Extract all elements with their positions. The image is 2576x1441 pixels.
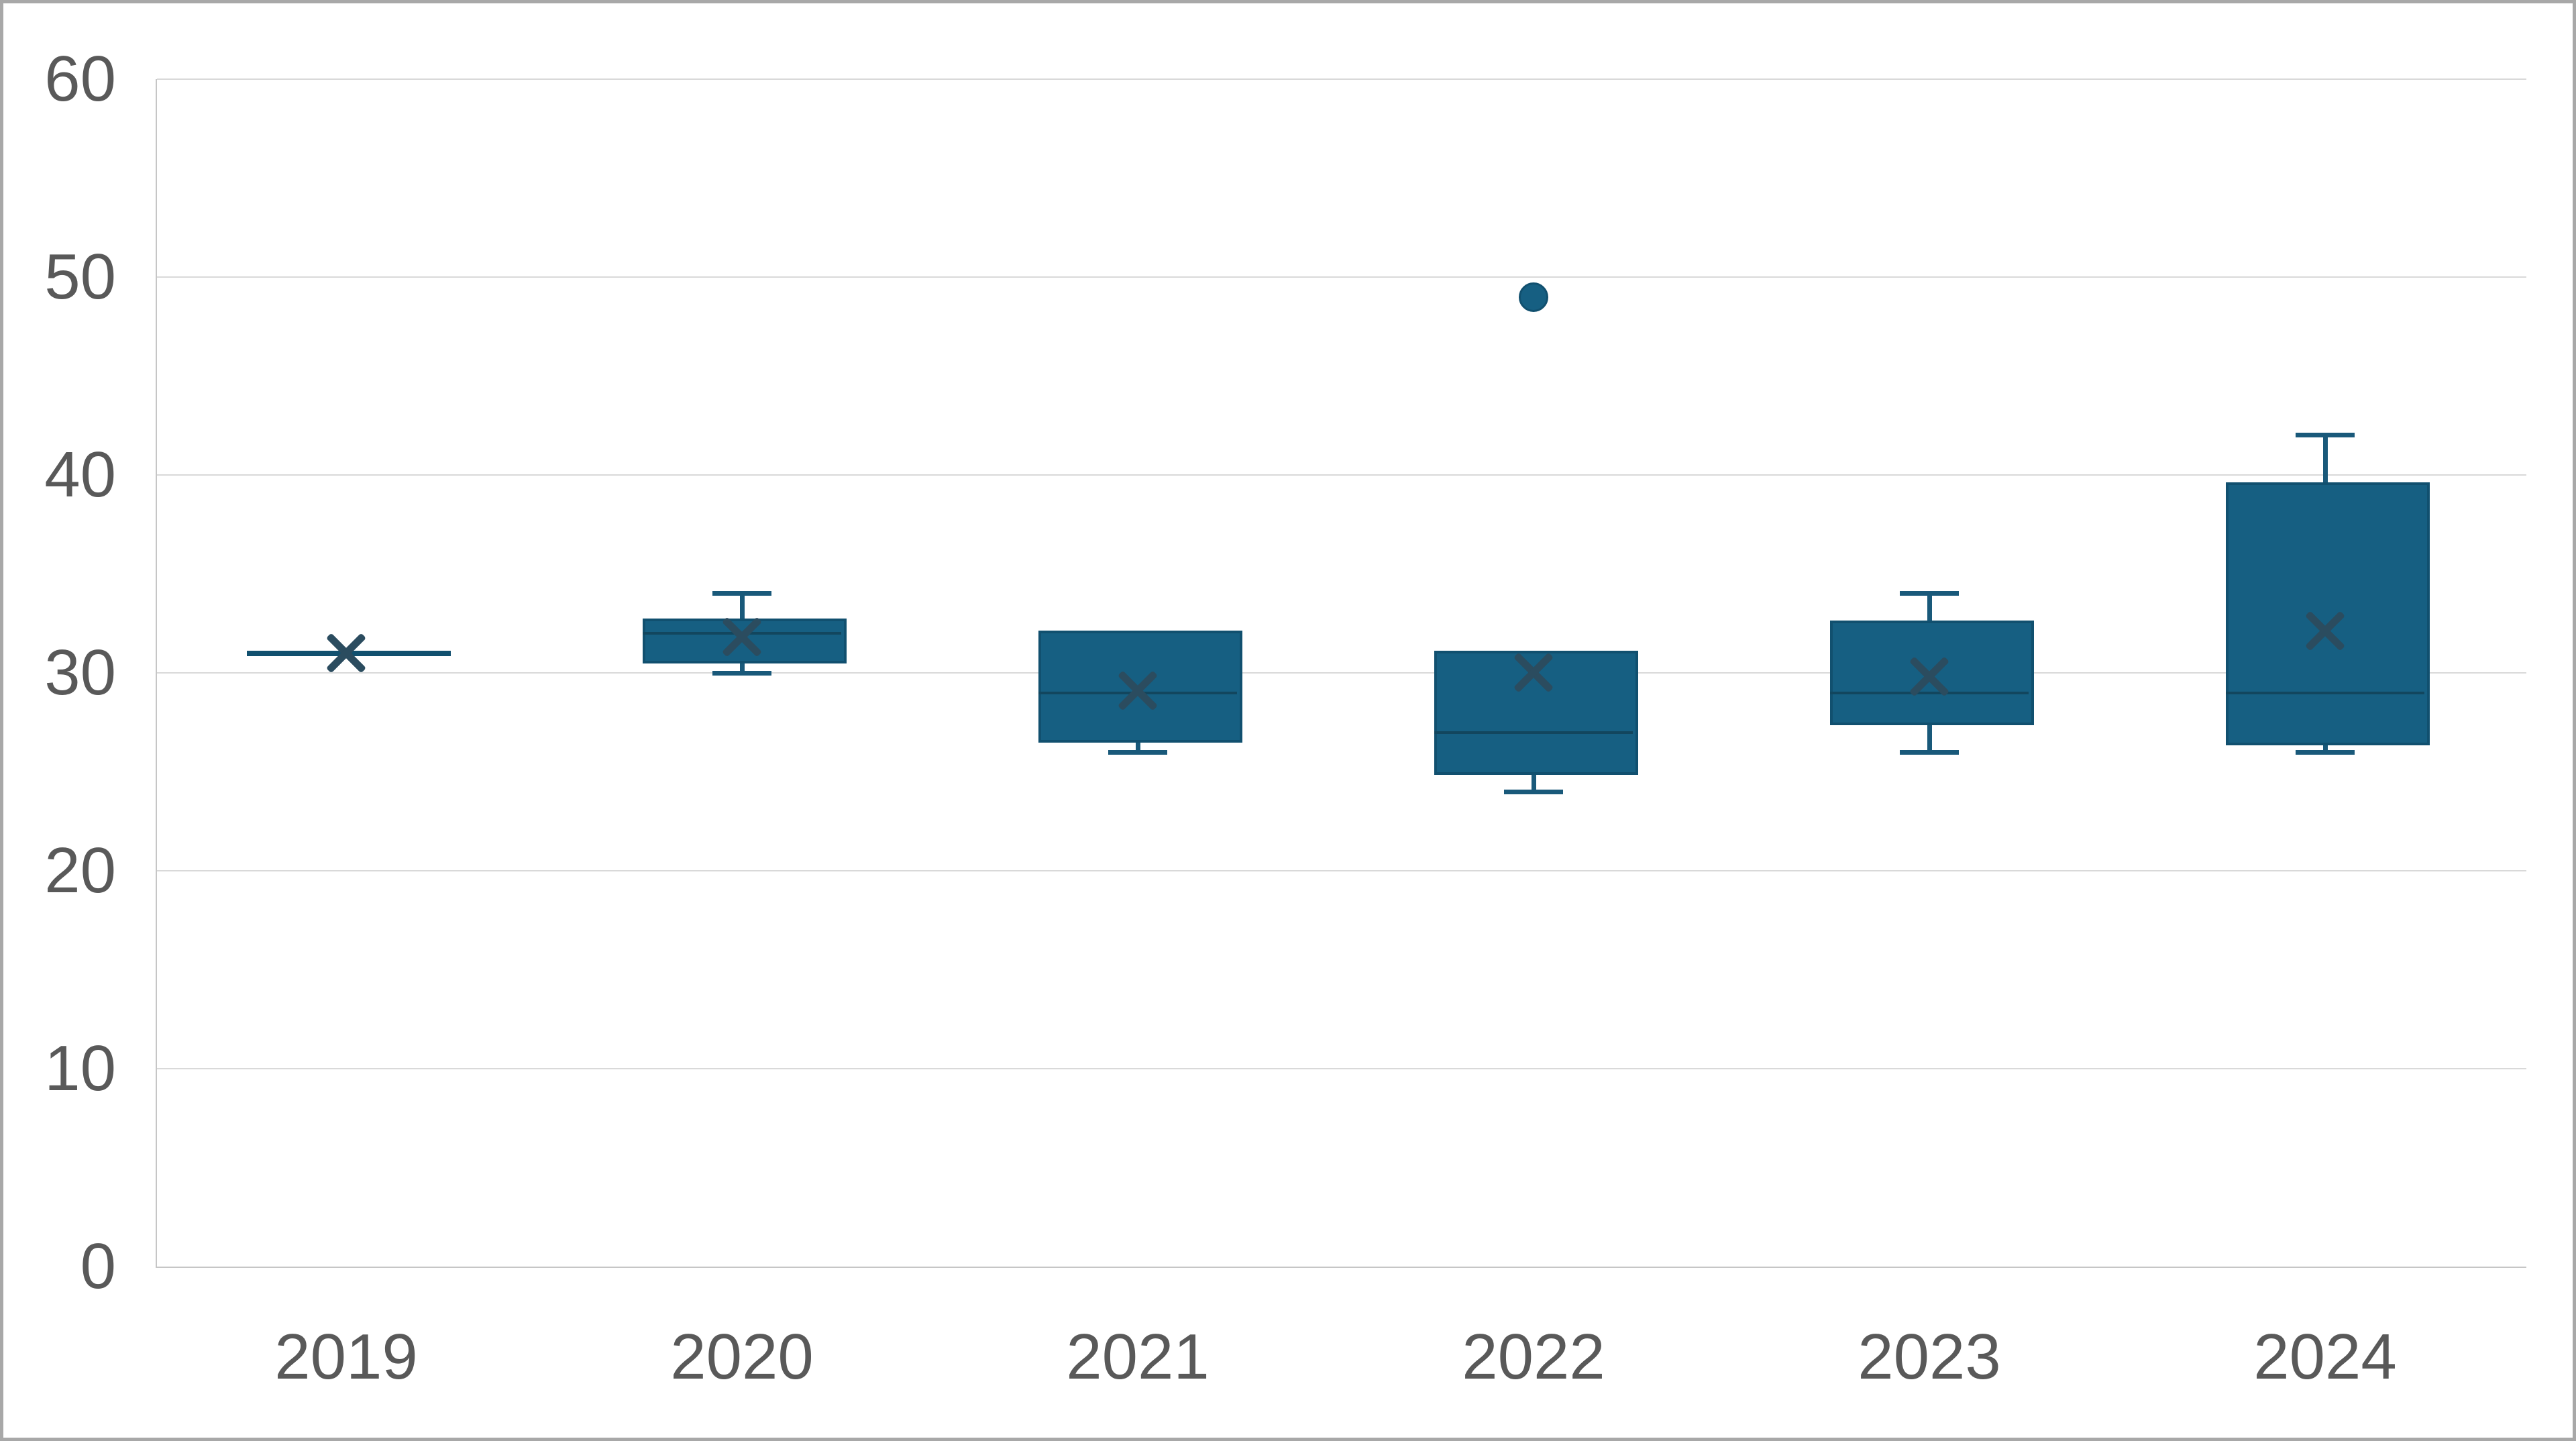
whisker-bottom-cap-2024 [2296, 750, 2355, 755]
whisker-bottom-2022 [1532, 772, 1536, 794]
whisker-top-cap-2023 [1900, 591, 1959, 596]
whisker-top-2023 [1927, 592, 1932, 623]
median-line-2022 [1434, 731, 1633, 734]
mean-marker-2023 [1909, 656, 1950, 697]
x-tick-label-2021: 2021 [1066, 1321, 1210, 1393]
whisker-top-cap-2024 [2296, 433, 2355, 437]
y-tick-label-20: 20 [44, 835, 116, 906]
whisker-bottom-cap-2020 [712, 671, 771, 676]
y-tick-label-0: 0 [80, 1230, 116, 1302]
whisker-bottom-2020 [740, 661, 745, 675]
x-tick-label-2024: 2024 [2253, 1321, 2397, 1393]
whisker-bottom-2024 [2323, 742, 2328, 754]
mean-marker-2021 [1117, 670, 1159, 711]
x-tick-label-2019: 2019 [274, 1321, 418, 1393]
mean-marker-2024 [2304, 610, 2346, 651]
whisker-bottom-2021 [1136, 740, 1140, 754]
mean-marker-2022 [1513, 652, 1554, 693]
whisker-bottom-cap-2022 [1504, 790, 1563, 794]
plot-area [156, 78, 2526, 1268]
gridline-40 [157, 474, 2526, 476]
whisker-bottom-2023 [1927, 723, 1932, 754]
y-tick-label-10: 10 [44, 1032, 116, 1104]
box-2022 [1434, 651, 1638, 775]
gridline-10 [157, 1068, 2526, 1069]
y-tick-label-40: 40 [44, 439, 116, 511]
median-line-2024 [2226, 692, 2424, 694]
y-tick-label-60: 60 [44, 43, 116, 115]
gridline-60 [157, 78, 2526, 80]
x-tick-label-2020: 2020 [670, 1321, 814, 1393]
mean-marker-2019 [325, 633, 367, 674]
whisker-bottom-cap-2023 [1900, 750, 1959, 755]
y-tick-label-30: 30 [44, 637, 116, 708]
x-tick-label-2022: 2022 [1462, 1321, 1605, 1393]
median-line-2023 [1830, 692, 2029, 694]
whisker-top-2020 [740, 592, 745, 621]
gridline-50 [157, 276, 2526, 278]
x-tick-label-2023: 2023 [1858, 1321, 2001, 1393]
gridline-30 [157, 672, 2526, 674]
gridline-20 [157, 870, 2526, 871]
whisker-top-cap-2020 [712, 591, 771, 596]
whisker-top-2024 [2323, 433, 2328, 485]
mean-marker-2020 [721, 617, 763, 657]
whisker-bottom-cap-2021 [1108, 750, 1167, 755]
box-2024 [2226, 482, 2430, 745]
outlier-dot-2022-0 [1519, 282, 1548, 312]
y-tick-label-50: 50 [44, 241, 116, 313]
